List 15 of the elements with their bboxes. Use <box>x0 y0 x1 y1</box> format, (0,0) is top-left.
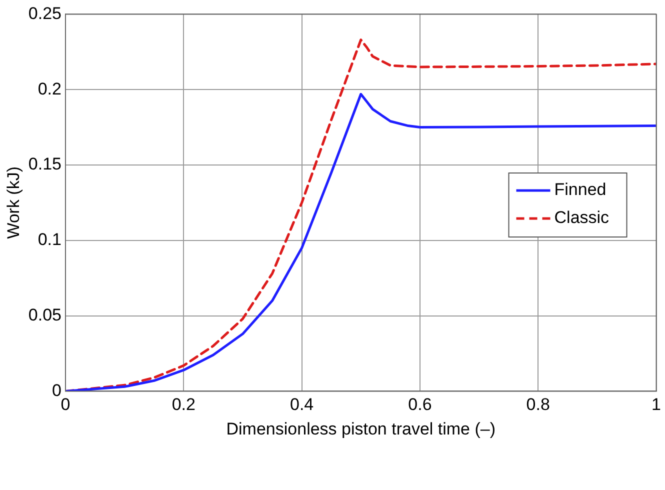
y-tick-label: 0 <box>52 380 62 400</box>
x-tick-label: 0.4 <box>290 395 314 414</box>
x-tick-label: 1 <box>652 395 662 414</box>
x-tick-label: 0.6 <box>408 395 432 414</box>
x-tick-label: 0.8 <box>526 395 550 414</box>
legend-label: Finned <box>554 180 606 200</box>
y-tick-label: 0.15 <box>28 154 62 174</box>
y-tick-label: 0.1 <box>38 230 62 250</box>
y-tick-label: 0.2 <box>38 79 62 98</box>
x-axis-title: Dimensionless piston travel time (–) <box>226 419 496 438</box>
x-tick-label: 0.2 <box>172 395 196 414</box>
y-tick-label: 0.25 <box>28 4 62 23</box>
y-axis-title: Work (kJ) <box>4 166 23 239</box>
legend-label: Classic <box>554 208 610 228</box>
y-tick-label: 0.05 <box>28 305 62 324</box>
